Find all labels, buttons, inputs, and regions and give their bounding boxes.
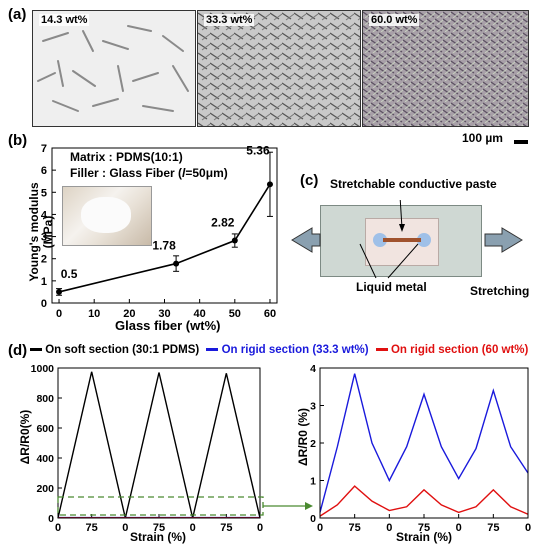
fiber-texture-sparse (33, 11, 195, 126)
data-point (56, 288, 63, 295)
y-tick-label: 1 (41, 276, 47, 288)
filler-l: l (182, 166, 186, 180)
data-point (173, 260, 180, 267)
legend-line-blue (206, 348, 219, 352)
x-tick-label: 50 (229, 308, 241, 320)
scale-bar (514, 140, 528, 144)
y-tick-label: 400 (36, 453, 54, 465)
filler-prefix: Filler : Glass Fiber ( (70, 166, 183, 180)
micrograph-60: 60.0 wt% (362, 10, 529, 127)
x-tick-label: 0 (386, 522, 392, 534)
legend: On soft section (30:1 PDMS) On rigid sec… (30, 344, 528, 356)
fiber-texture-medium (198, 11, 360, 126)
y-tick-label: 800 (36, 393, 54, 405)
y-tick-label: 4 (310, 363, 316, 375)
y-tick-label: 3 (41, 232, 47, 244)
plot-frame (57, 367, 261, 519)
x-tick-label: 0 (190, 522, 196, 534)
data-label: 2.82 (211, 216, 235, 230)
y-tick-label: 7 (41, 143, 47, 155)
micrograph-tag: 60.0 wt% (369, 14, 420, 26)
x-tick-label: 75 (86, 522, 98, 534)
x-tick-label: 0 (122, 522, 128, 534)
y-tick-label: 4 (41, 209, 48, 221)
glass-fiber-photo (62, 186, 152, 246)
x-tick-label: 0 (56, 308, 62, 320)
modulus-xlabel: Glass fiber (wt%) (115, 318, 221, 333)
stretch-arrows (291, 200, 523, 279)
rigid-ylabel: ΔR/R0 (%) (296, 408, 310, 466)
soft-ylabel: ΔR/R0(%) (18, 409, 32, 465)
y-tick-label: 0 (41, 298, 47, 310)
modulus-line (58, 183, 271, 293)
fiber-texture-dense (363, 11, 528, 126)
y-tick-label: 1000 (31, 363, 55, 375)
matrix-text: Matrix : PDMS(10:1) (70, 150, 183, 164)
modulus-ylabel: Young's modulus (MPa) (27, 182, 55, 282)
y-tick-label: 6 (41, 165, 47, 177)
data-label: 1.78 (152, 239, 176, 253)
x-tick-label: 0 (456, 522, 462, 534)
x-tick-label: 60 (264, 308, 276, 320)
legend-line-black (30, 348, 42, 352)
micrograph-tag: 14.3 wt% (39, 14, 90, 26)
micrograph-tag: 33.3 wt% (204, 14, 255, 26)
liquid-metal-left (373, 233, 387, 247)
legend-rigid-33: On rigid section (33.3 wt%) (221, 344, 369, 356)
micrograph-14-3: 14.3 wt% (32, 10, 196, 127)
panel-d-label: (d) (8, 342, 28, 359)
filler-suffix: =50μm) (185, 166, 228, 180)
y-tick-label: 1 (310, 476, 316, 488)
y-tick-label: 200 (36, 483, 54, 495)
x-tick-label: 40 (194, 308, 206, 320)
y-tick-label: 5 (41, 187, 47, 199)
series-line (319, 485, 529, 517)
liquid-metal-label: Liquid metal (356, 280, 427, 294)
x-tick-label: 30 (158, 308, 170, 320)
series-line (319, 373, 529, 513)
x-tick-label: 10 (88, 308, 100, 320)
zoom-indicator (57, 496, 313, 516)
x-tick-label: 0 (317, 522, 323, 534)
x-tick-label: 75 (418, 522, 430, 534)
legend-rigid-60: On rigid section (60 wt%) (390, 344, 529, 356)
scale-bar-label: 100 µm (462, 131, 503, 145)
y-tick-label: 2 (310, 438, 316, 450)
data-label: 0.5 (61, 267, 78, 281)
conductive-paste-line (383, 238, 421, 242)
data-label: 5.36 (246, 143, 270, 157)
y-tick-label: 3 (310, 401, 316, 413)
liquid-metal-right (417, 233, 431, 247)
x-tick-label: 0 (257, 522, 263, 534)
data-point (231, 237, 238, 244)
y-tick-label: 0 (310, 513, 316, 525)
series-line (57, 371, 261, 519)
x-tick-label: 75 (487, 522, 499, 534)
filler-text: Filler : Glass Fiber (l=50μm) (70, 166, 228, 180)
x-tick-label: 75 (153, 522, 165, 534)
plot-frame (319, 367, 529, 519)
paste-label: Stretchable conductive paste (330, 177, 497, 191)
panel-c-label: (c) (300, 172, 319, 189)
x-tick-label: 75 (349, 522, 361, 534)
y-tick-label: 0 (48, 513, 54, 525)
legend-soft: On soft section (30:1 PDMS) (45, 344, 200, 356)
modulus-chart: 0 10 20 30 40 50 60 0 1 2 3 4 5 6 7 0.5 1.78 2.82 5.36 (41, 143, 278, 320)
panel-a-label: (a) (8, 6, 27, 23)
x-tick-label: 0 (525, 522, 531, 534)
y-tick-label: 2 (41, 254, 47, 266)
soft-xlabel: Strain (%) (130, 530, 187, 544)
x-tick-label: 75 (220, 522, 232, 534)
panel-b-label: (b) (8, 132, 28, 149)
stretching-label: Stretching (470, 284, 530, 298)
x-tick-label: 0 (55, 522, 61, 534)
rigid-xlabel: Strain (%) (396, 530, 453, 544)
data-point (266, 181, 273, 188)
x-tick-label: 20 (123, 308, 135, 320)
legend-line-red (375, 348, 388, 352)
y-tick-label: 600 (36, 423, 54, 435)
micrograph-33-3: 33.3 wt% (197, 10, 361, 127)
